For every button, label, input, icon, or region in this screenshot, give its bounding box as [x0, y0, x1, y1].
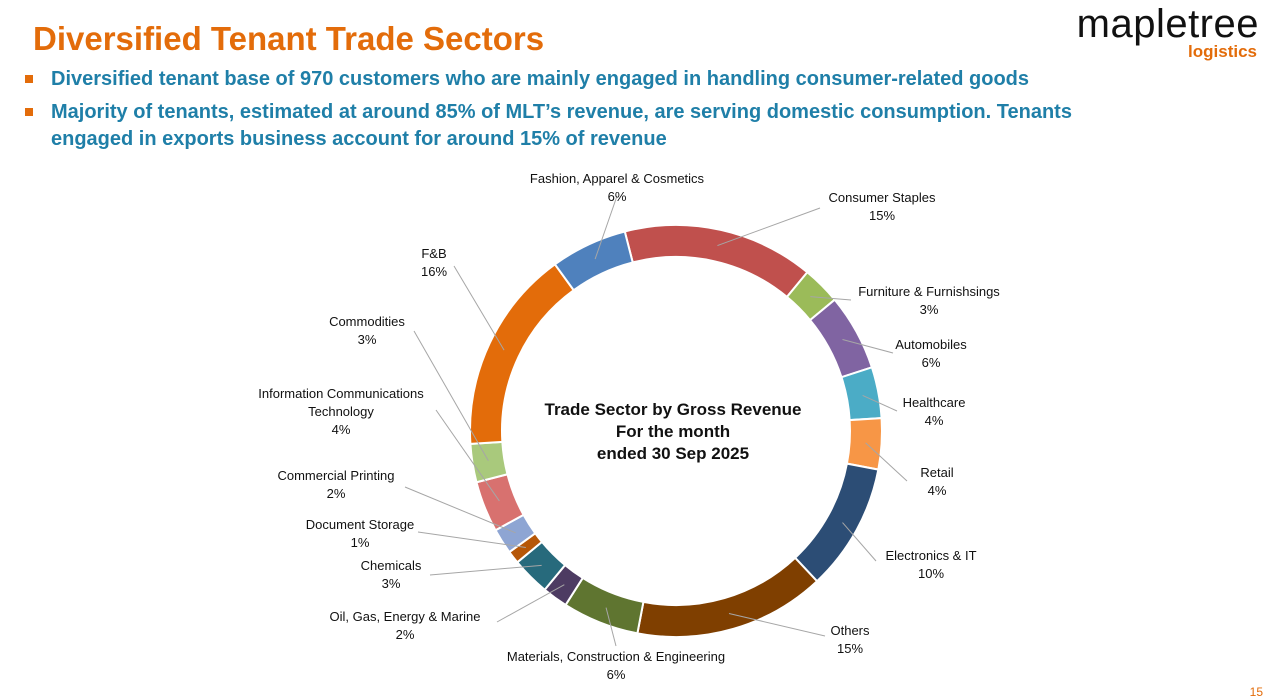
bullet-item: Majority of tenants, estimated at around… — [20, 99, 1151, 153]
slice-value-label: 10% — [918, 566, 944, 581]
slice-label: Document Storage 1% — [306, 517, 414, 550]
slice-name-label: Commodities — [329, 314, 405, 329]
slice-name-label: Chemicals — [361, 558, 422, 573]
slice-name-label: F&B — [421, 246, 446, 261]
bullet-item: Diversified tenant base of 970 customers… — [20, 66, 1220, 93]
slice-label: Others 15% — [830, 623, 870, 656]
slice-value-label: 3% — [358, 332, 377, 347]
leader-line — [728, 612, 826, 637]
slice-label: F&B 16% — [421, 246, 447, 279]
leader-line — [496, 584, 565, 623]
page-title: Diversified Tenant Trade Sectors — [33, 20, 545, 57]
leader-line — [865, 442, 908, 482]
slice-name-label: Fashion, Apparel & Cosmetics — [530, 171, 705, 186]
logo-subtitle: logistics — [1188, 42, 1257, 61]
bullet-text: Majority of tenants, estimated at around… — [51, 101, 1072, 150]
bullet-square-icon — [25, 108, 33, 116]
slice-value-label: 6% — [607, 667, 626, 682]
leader-line — [842, 338, 894, 354]
donut-slice — [553, 230, 634, 292]
donut-slice — [636, 556, 819, 638]
slice-value-label: 16% — [421, 264, 447, 279]
slice-value-label: 3% — [382, 576, 401, 591]
donut-slice — [808, 298, 874, 379]
leader-line — [594, 195, 618, 260]
leader-line — [435, 409, 500, 502]
slice-name-label: Technology — [308, 404, 374, 419]
slice-value-label: 4% — [332, 422, 351, 437]
chart-center-title: For the month — [616, 422, 730, 441]
slice-name-label: Information Communications — [258, 386, 424, 401]
slice-label: Oil, Gas, Energy & Marine 2% — [330, 609, 481, 642]
slice-name-label: Consumer Staples — [829, 190, 936, 205]
slice-name-label: Automobiles — [895, 337, 967, 352]
slice-value-label: 3% — [920, 302, 939, 317]
slice-label: Commercial Printing 2% — [277, 468, 394, 501]
leader-line — [605, 607, 617, 647]
chart-center-title: Trade Sector by Gross Revenue — [545, 400, 802, 419]
mapletree-logo: mapletree logistics — [1077, 2, 1259, 62]
slice-value-label: 15% — [837, 641, 863, 656]
donut-slice — [469, 440, 509, 484]
slice-label: Retail 4% — [920, 465, 953, 498]
slice-label: Consumer Staples 15% — [829, 190, 936, 223]
leader-line — [417, 531, 526, 548]
slice-name-label: Document Storage — [306, 517, 414, 532]
donut-slice — [623, 224, 809, 299]
slice-name-label: Healthcare — [903, 395, 966, 410]
slice-value-label: 2% — [396, 627, 415, 642]
slice-name-label: Others — [830, 623, 870, 638]
donut-slice — [845, 417, 883, 471]
leader-line — [862, 394, 898, 412]
bullet-text: Diversified tenant base of 970 customers… — [51, 68, 1030, 90]
slice-label: Furniture & Furnishsings 3% — [858, 284, 1000, 317]
bullet-list: Diversified tenant base of 970 customers… — [20, 66, 1220, 159]
slice-label: Electronics & IT 10% — [885, 548, 976, 581]
slice-label: Chemicals 3% — [361, 558, 422, 591]
slice-value-label: 6% — [922, 355, 941, 370]
slice-label: Commodities 3% — [329, 314, 405, 347]
donut-slice — [840, 366, 883, 422]
leader-line — [717, 207, 821, 247]
slice-label: Materials, Construction & Engineering 6% — [507, 649, 725, 682]
slice-value-label: 6% — [608, 189, 627, 204]
leader-line — [810, 296, 852, 301]
slice-value-label: 4% — [925, 413, 944, 428]
leader-line — [413, 330, 489, 461]
logo-wordmark: mapletree — [1076, 2, 1259, 46]
slice-value-label: 1% — [351, 535, 370, 550]
chart-center-title: ended 30 Sep 2025 — [597, 444, 749, 463]
donut-slice — [793, 462, 880, 583]
slice-name-label: Furniture & Furnishsings — [858, 284, 1000, 299]
leader-line — [453, 265, 505, 351]
slice-label: Fashion, Apparel & Cosmetics 6% — [530, 171, 705, 204]
slice-name-label: Retail — [920, 465, 953, 480]
leader-line — [404, 486, 516, 534]
slice-name-label: Electronics & IT — [885, 548, 976, 563]
slice-value-label: 15% — [869, 208, 895, 223]
slice-name-label: Oil, Gas, Energy & Marine — [330, 609, 481, 624]
bullet-square-icon — [25, 75, 33, 83]
slice-name-label: Commercial Printing — [277, 468, 394, 483]
slice-label: Automobiles 6% — [895, 337, 967, 370]
page-number: 15 — [1249, 685, 1263, 699]
slice-label: Healthcare 4% — [903, 395, 966, 428]
slice-value-label: 4% — [928, 483, 947, 498]
leader-line — [429, 564, 542, 576]
slice-label: Information Communications Technology 4% — [258, 386, 424, 437]
slice-name-label: Materials, Construction & Engineering — [507, 649, 725, 664]
slice-value-label: 2% — [327, 486, 346, 501]
leader-line — [842, 522, 877, 562]
